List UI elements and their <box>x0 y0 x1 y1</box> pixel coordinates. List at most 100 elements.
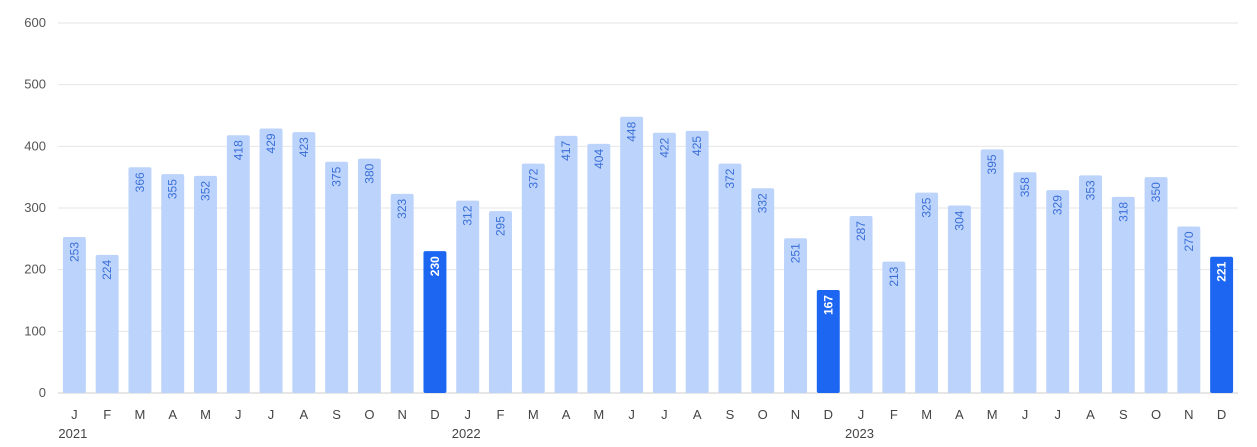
bar <box>685 130 709 393</box>
x-tick-label: J <box>268 407 275 422</box>
bar-value-label: 372 <box>723 168 737 188</box>
y-tick-label: 200 <box>24 262 46 277</box>
bar <box>751 188 775 393</box>
bar <box>357 158 381 393</box>
bar-value-label: 380 <box>362 163 376 183</box>
x-tick-label: M <box>921 407 932 422</box>
bar-value-label: 323 <box>395 199 409 219</box>
bar-value-label: 375 <box>330 166 344 186</box>
year-label: 2022 <box>452 426 481 441</box>
grid-lines <box>58 22 1238 394</box>
x-tick-label: M <box>135 407 146 422</box>
bar <box>915 192 939 393</box>
y-tick-label: 300 <box>24 200 46 215</box>
bar-value-label: 304 <box>952 210 966 230</box>
x-tick-label: S <box>1119 407 1128 422</box>
bar <box>587 143 611 393</box>
x-tick-label: F <box>497 407 505 422</box>
y-tick-label: 0 <box>39 385 46 400</box>
bar <box>194 175 217 393</box>
bar <box>292 132 316 393</box>
bar-value-label: 318 <box>1116 202 1130 222</box>
bar <box>947 205 971 393</box>
bar-value-label: 224 <box>100 260 114 280</box>
bar-value-label: 167 <box>821 295 835 315</box>
bar <box>718 163 742 393</box>
y-tick-label: 100 <box>24 323 46 338</box>
bar <box>554 135 578 393</box>
x-tick-label: M <box>528 407 539 422</box>
bar-value-label: 325 <box>920 197 934 217</box>
bar <box>95 254 119 393</box>
bar <box>423 251 447 393</box>
y-axis-ticks: 0 100 200 300 400 500 600 <box>24 15 46 400</box>
bar-value-label: 423 <box>297 137 311 157</box>
x-tick-label: N <box>791 407 800 422</box>
bar <box>489 211 512 393</box>
bar-value-label: 355 <box>166 179 180 199</box>
x-tick-label: S <box>726 407 735 422</box>
bar <box>62 236 86 393</box>
bar <box>1177 226 1201 393</box>
bar <box>816 290 840 393</box>
x-tick-label: M <box>987 407 998 422</box>
bar <box>849 216 873 393</box>
x-tick-label: O <box>758 407 768 422</box>
bar-value-label: 425 <box>690 136 704 156</box>
x-tick-label: D <box>1217 407 1226 422</box>
y-tick-label: 600 <box>24 15 46 30</box>
bar <box>161 174 185 393</box>
y-tick-label: 500 <box>24 77 46 92</box>
x-tick-label: J <box>1054 407 1061 422</box>
bar-value-label: 287 <box>854 221 868 241</box>
x-tick-label: S <box>332 407 341 422</box>
bar-value-label: 270 <box>1182 231 1196 251</box>
bar <box>620 116 644 393</box>
year-label: 2021 <box>58 426 87 441</box>
x-tick-label: F <box>103 407 111 422</box>
x-tick-label: A <box>1086 407 1095 422</box>
bar-value-label: 352 <box>199 181 213 201</box>
bar-value-label: 404 <box>592 149 606 169</box>
bar-value-label: 372 <box>526 168 540 188</box>
x-tick-label: N <box>397 407 406 422</box>
bar-value-label: 422 <box>657 137 671 157</box>
bar <box>259 128 283 393</box>
bar-value-label: 230 <box>428 256 442 276</box>
bar-value-label: 418 <box>231 140 245 160</box>
bar-value-label: 312 <box>461 205 475 225</box>
x-tick-label: J <box>661 407 668 422</box>
x-tick-label: O <box>364 407 374 422</box>
x-tick-label: M <box>593 407 604 422</box>
x-tick-label: N <box>1184 407 1193 422</box>
x-tick-label: F <box>890 407 898 422</box>
bar <box>1046 190 1070 393</box>
bar <box>390 193 414 393</box>
bar <box>226 135 250 393</box>
bar-value-label: 395 <box>985 154 999 174</box>
bar-value-label: 417 <box>559 141 573 161</box>
bar <box>325 161 349 393</box>
x-tick-label: A <box>168 407 177 422</box>
bar <box>882 261 906 393</box>
x-tick-label: M <box>200 407 211 422</box>
x-tick-label: D <box>430 407 439 422</box>
year-label: 2023 <box>845 426 874 441</box>
x-tick-label: J <box>71 407 78 422</box>
bar-value-label: 353 <box>1084 180 1098 200</box>
bar-value-label: 358 <box>1018 177 1032 197</box>
bar <box>784 238 807 393</box>
bar-value-label: 329 <box>1051 195 1065 215</box>
bar-value-label: 253 <box>67 242 81 262</box>
x-tick-label: J <box>1022 407 1029 422</box>
y-tick-label: 400 <box>24 138 46 153</box>
bar-value-label: 350 <box>1149 182 1163 202</box>
bar-value-label: 332 <box>756 193 770 213</box>
bar <box>1144 177 1168 393</box>
bar <box>1013 172 1037 393</box>
x-tick-label: D <box>824 407 833 422</box>
bar <box>521 163 545 393</box>
bar <box>128 167 152 393</box>
x-tick-label: J <box>858 407 865 422</box>
